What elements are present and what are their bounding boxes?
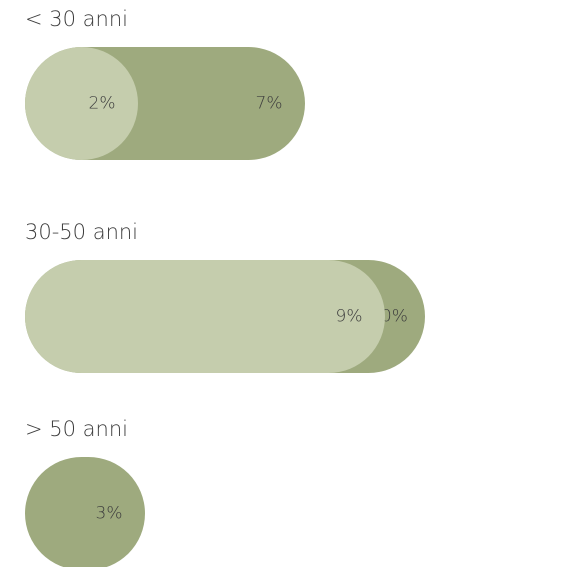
category-label: < 30 anni: [25, 7, 128, 31]
value-label: 2%: [89, 94, 116, 114]
category-label: 30-50 anni: [25, 220, 138, 244]
value-label: 7%: [256, 94, 283, 114]
bar: [25, 47, 138, 160]
bar: [25, 260, 385, 373]
value-label: 9%: [336, 307, 363, 327]
value-label: 3%: [96, 504, 123, 524]
category-label: > 50 anni: [25, 417, 128, 441]
bar: [25, 457, 145, 567]
